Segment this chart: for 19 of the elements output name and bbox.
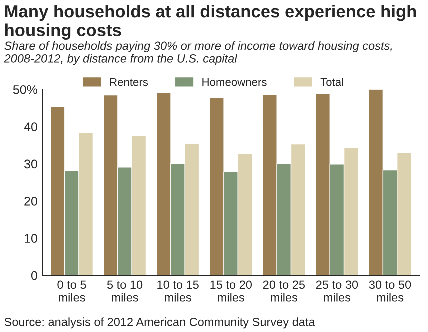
x-tick-label: 20 to 25 miles	[263, 280, 306, 302]
chart-subtitle: Share of households paying 30% or more of income toward housing costs, 2008-2012, by distance from the U.S. capital	[4, 42, 392, 66]
y-tick-label: 30	[24, 160, 38, 169]
x-tick-label: 30 to 50 miles	[369, 280, 412, 302]
x-tick-label: 25 to 30 miles	[316, 280, 358, 302]
legend-label: Homeowners	[202, 78, 267, 86]
source-note: Source: analysis of 2012 American Community Survey data	[4, 318, 316, 329]
x-tick-label: 10 to 15 miles	[158, 280, 199, 302]
legend-label: Total	[320, 78, 344, 86]
y-tick-label: 10	[24, 234, 38, 244]
y-tick-label: 50%	[13, 85, 38, 94]
x-tick-label: 0 to 5 miles	[58, 280, 86, 302]
x-tick-label: 5 to 10 miles	[107, 280, 143, 302]
y-tick-label: 40	[24, 122, 38, 132]
y-tick-label: 20	[24, 196, 38, 206]
legend-label: Renters	[110, 78, 148, 86]
x-tick-label: 15 to 20 miles	[210, 280, 252, 302]
y-tick-label: 0	[31, 271, 38, 280]
chart-title: Many households at all distances experience high housing costs	[5, 4, 416, 40]
